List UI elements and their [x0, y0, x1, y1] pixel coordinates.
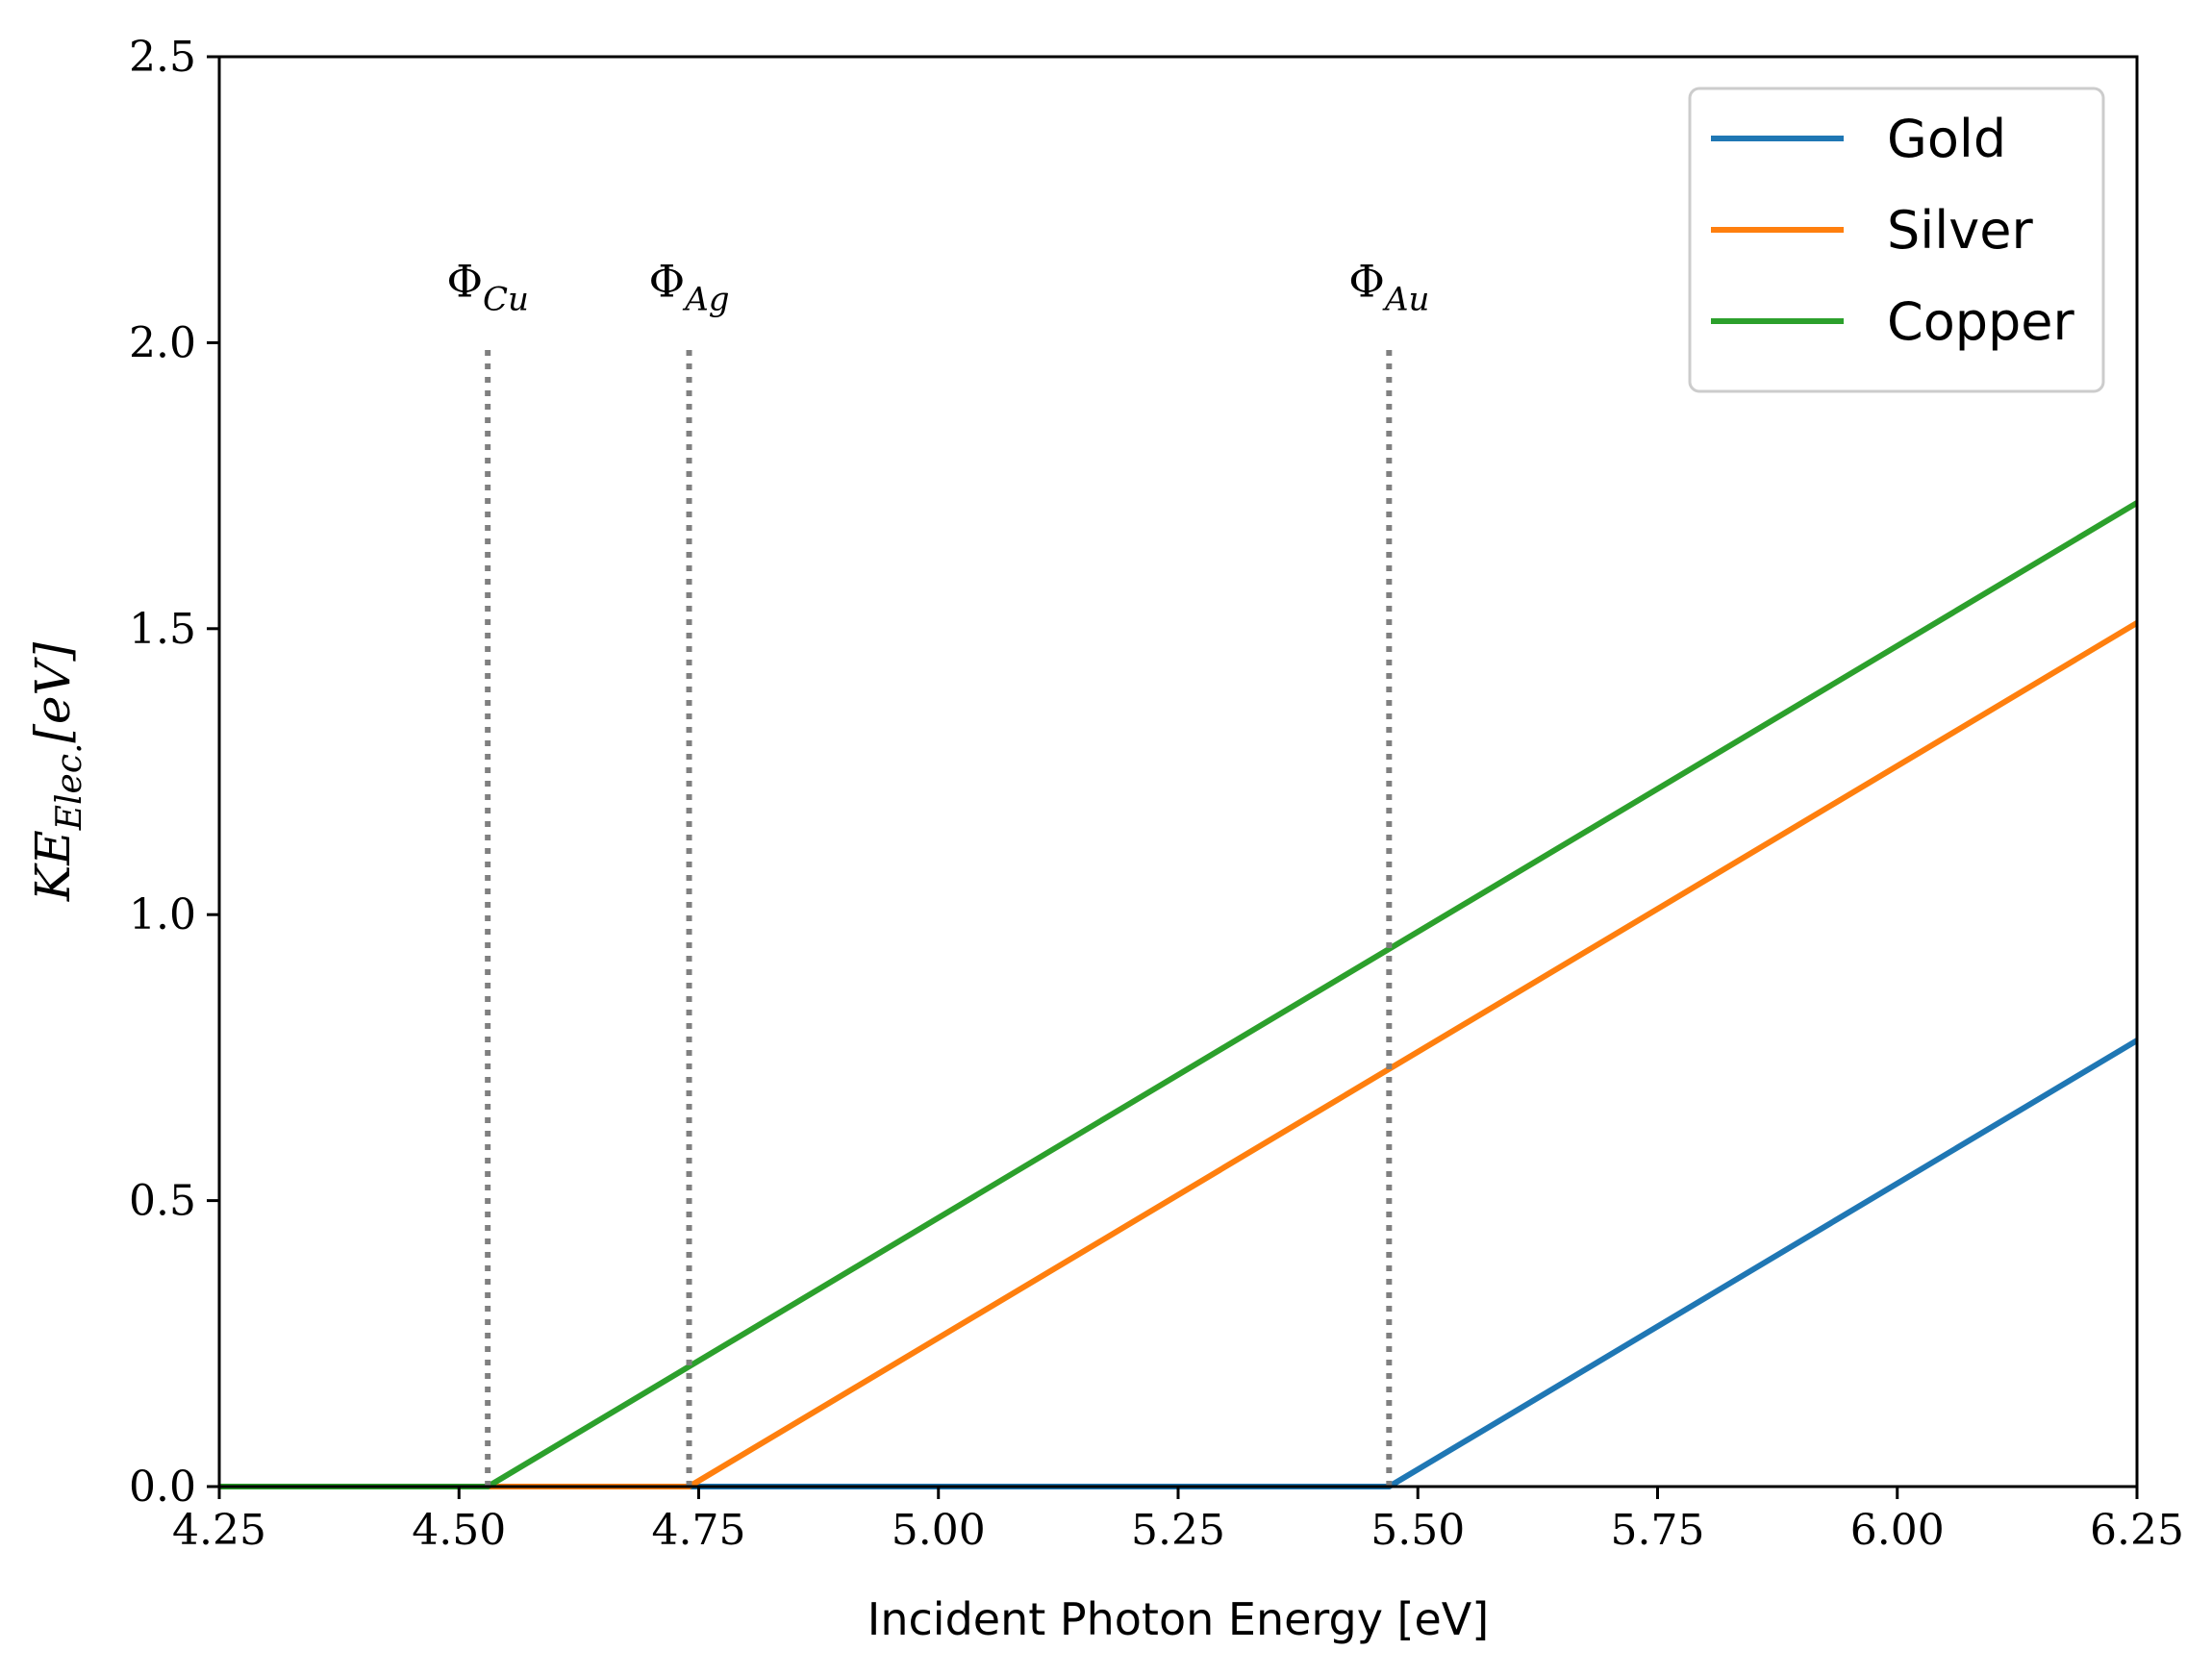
legend-label-silver: Silver — [1887, 200, 2033, 261]
y-axis-label: KEElec.[eV] — [25, 641, 89, 902]
y-axis-label-main: KE — [25, 830, 81, 902]
marker-label-base: Φ — [446, 255, 483, 307]
legend: Gold Silver Copper — [1688, 87, 2105, 393]
marker-label-subscript: Au — [1382, 280, 1429, 318]
x-tick-label: 4.25 — [172, 1506, 266, 1555]
x-tick-label: 6.00 — [1850, 1506, 1945, 1555]
work-function-markers: ΦCu ΦAg ΦAu — [446, 255, 1429, 1487]
y-tick-label: 1.5 — [129, 605, 196, 654]
marker-label-subscript: Ag — [682, 280, 729, 318]
x-axis-label: Incident Photon Energy [eV] — [867, 1593, 1489, 1645]
y-tick-label: 0.5 — [129, 1177, 196, 1226]
x-tick-label: 4.50 — [412, 1506, 506, 1555]
series-line-silver — [219, 620, 2139, 1489]
marker-label-base: Φ — [649, 255, 686, 307]
x-tick-label: 4.75 — [652, 1506, 746, 1555]
x-tick-label: 5.50 — [1370, 1506, 1465, 1555]
y-axis-label-subscript: Elec. — [50, 743, 89, 832]
x-tick-label: 5.75 — [1611, 1506, 1705, 1555]
series-lines — [219, 500, 2139, 1489]
axis-ticks: 4.25 4.50 4.75 5.00 5.25 5.50 5.75 6.00 6.25 0.0 0… — [129, 33, 2184, 1555]
marker-label-subscript: Cu — [483, 280, 529, 318]
series-line-copper — [219, 500, 2139, 1489]
x-tick-label: 5.00 — [892, 1506, 986, 1555]
marker-label-base: Φ — [1348, 255, 1385, 307]
series-line-gold — [219, 1038, 2139, 1489]
marker-label-cu: ΦCu — [446, 255, 529, 318]
marker-label-au: ΦAu — [1348, 255, 1429, 318]
y-tick-label: 0.0 — [129, 1463, 196, 1512]
y-tick-label: 2.5 — [129, 33, 196, 82]
y-tick-label: 2.0 — [129, 318, 196, 367]
legend-label-gold: Gold — [1887, 109, 2006, 169]
y-tick-label: 1.0 — [129, 890, 196, 939]
marker-label-ag: ΦAg — [649, 255, 730, 318]
legend-label-copper: Copper — [1887, 291, 2075, 352]
legend-box — [1688, 87, 2105, 393]
y-axis-label-unit: [eV] — [25, 641, 81, 742]
x-tick-label: 6.25 — [2090, 1506, 2184, 1555]
x-tick-label: 5.25 — [1131, 1506, 1225, 1555]
